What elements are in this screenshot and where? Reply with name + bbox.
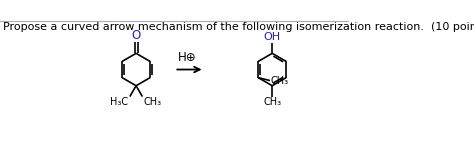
Text: Propose a curved arrow mechanism of the following isomerization reaction.  (10 p: Propose a curved arrow mechanism of the … xyxy=(3,22,474,32)
Text: CH₃: CH₃ xyxy=(263,98,281,107)
Text: O: O xyxy=(131,29,141,42)
Text: OH: OH xyxy=(264,32,281,42)
Text: CH₃: CH₃ xyxy=(144,97,162,107)
Text: H₃C: H₃C xyxy=(109,97,128,107)
Text: CH₃: CH₃ xyxy=(271,76,289,86)
Text: H⊕: H⊕ xyxy=(178,51,197,64)
